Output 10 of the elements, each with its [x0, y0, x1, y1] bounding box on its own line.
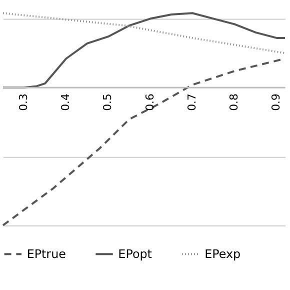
- legend-label: EPtrue: [26, 247, 66, 262]
- x-tick-label: 0.9: [270, 93, 283, 111]
- legend-label: EPopt: [118, 247, 152, 262]
- x-tick-label: 0.5: [101, 94, 114, 111]
- x-tick-label: 0.6: [143, 93, 156, 111]
- x-tick-label: 0.8: [227, 93, 240, 111]
- x-tick-label: 0.7: [185, 94, 198, 111]
- legend-label: EPexp: [204, 247, 241, 262]
- x-tick-label: 0.3: [17, 93, 30, 111]
- x-tick-label: 0.4: [59, 93, 72, 111]
